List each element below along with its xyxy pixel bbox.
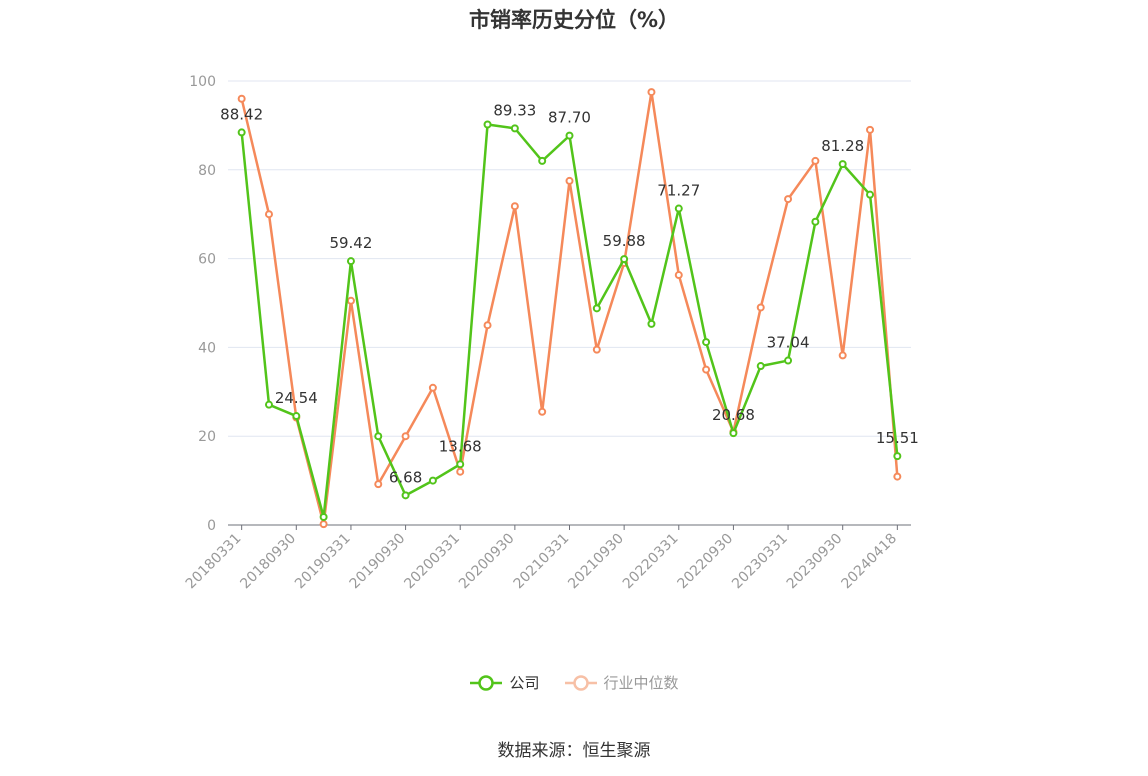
y-tick-label: 40: [198, 340, 216, 356]
data-point-company: [456, 460, 465, 469]
data-point-industry: [237, 94, 246, 103]
data-point-company: [538, 156, 547, 165]
x-tick-label: 20220930: [675, 531, 737, 593]
y-tick-label: 60: [198, 252, 216, 268]
data-point-industry: [866, 125, 875, 134]
data-label: 37.04: [767, 334, 810, 352]
data-point-industry: [483, 321, 492, 330]
y-tick-label: 80: [198, 163, 216, 179]
y-tick-label: 0: [207, 518, 216, 534]
data-point-industry: [702, 365, 711, 374]
data-point-industry: [428, 383, 437, 392]
data-point-company: [592, 304, 601, 313]
data-label: 24.54: [275, 389, 318, 407]
data-point-industry: [565, 176, 574, 185]
x-tick-label: 20200331: [401, 531, 463, 593]
data-point-industry: [538, 407, 547, 416]
x-tick-label: 20190930: [347, 531, 409, 593]
x-tick-label: 20200930: [456, 531, 518, 593]
data-label: 20.68: [712, 406, 755, 424]
data-point-industry: [510, 202, 519, 211]
data-point-company: [428, 476, 437, 485]
data-point-company: [483, 120, 492, 129]
data-label: 88.42: [220, 105, 263, 123]
data-point-company: [811, 217, 820, 226]
data-point-industry: [592, 345, 601, 354]
data-label: 59.88: [603, 232, 646, 250]
data-source: 数据来源：恒生聚源: [497, 741, 651, 761]
legend-company-icon: [470, 674, 503, 691]
data-point-industry: [893, 472, 902, 481]
data-label: 71.27: [657, 182, 700, 200]
data-point-company: [237, 128, 246, 137]
data-point-company: [374, 432, 383, 441]
data-point-company: [756, 362, 765, 371]
data-point-company: [319, 513, 328, 522]
x-tick-label: 20190331: [292, 531, 354, 593]
data-point-company: [702, 338, 711, 347]
data-point-industry: [811, 156, 820, 165]
data-point-industry: [346, 296, 355, 305]
data-point-industry: [838, 351, 847, 360]
data-point-company: [893, 452, 902, 461]
legend-item-company[interactable]: 公司: [469, 672, 540, 693]
data-point-industry: [319, 520, 328, 529]
data-label: 89.33: [493, 101, 536, 119]
data-point-company: [620, 255, 629, 264]
data-point-industry: [674, 271, 683, 280]
data-point-company: [292, 412, 301, 421]
x-tick-label: 20220331: [620, 531, 682, 593]
data-label: 15.51: [876, 429, 919, 447]
data-point-company: [838, 160, 847, 169]
chart-title: 市销率历史分位（%）: [468, 8, 680, 32]
data-point-company: [784, 356, 793, 365]
data-label: 81.28: [821, 137, 864, 155]
data-point-industry: [374, 480, 383, 489]
data-point-company: [647, 319, 656, 328]
x-tick-label: 20230930: [784, 531, 846, 593]
data-point-company: [510, 124, 519, 133]
legend-item-industry[interactable]: 行业中位数: [564, 672, 679, 693]
label-layer: 88.42 24.54 59.42 6.68 13.68 89.33 87.70 59.88 7…: [220, 101, 919, 486]
data-point-company: [401, 491, 410, 500]
data-point-industry: [456, 467, 465, 476]
x-tick-label: 20210930: [565, 531, 627, 593]
data-point-industry: [756, 303, 765, 312]
legend-label-industry: 行业中位数: [603, 674, 679, 692]
data-point-company: [866, 190, 875, 199]
legend: 公司 行业中位数: [0, 672, 1148, 693]
data-label: 87.70: [548, 109, 591, 127]
x-tick-label: 20180930: [237, 531, 299, 593]
legend-label-company: 公司: [509, 674, 540, 692]
data-label: 13.68: [439, 437, 482, 455]
data-label: 59.42: [329, 234, 372, 252]
x-tick-label: 20180331: [183, 531, 245, 593]
x-tick-label: 20230331: [729, 531, 791, 593]
data-point-industry: [401, 432, 410, 441]
y-tick-label: 100: [189, 74, 216, 90]
x-tick-label: 20240418: [838, 531, 900, 593]
data-label: 6.68: [389, 468, 422, 486]
y-tick-label: 20: [198, 429, 216, 445]
data-point-company: [264, 400, 273, 409]
data-point-company: [565, 131, 574, 140]
data-point-company: [729, 429, 738, 438]
data-point-industry: [784, 195, 793, 204]
data-point-company: [674, 204, 683, 213]
x-tick-label: 20210331: [511, 531, 573, 593]
data-point-industry: [264, 210, 273, 219]
data-point-industry: [647, 88, 656, 97]
series-layer: [237, 88, 902, 529]
legend-industry-icon: [564, 674, 597, 691]
data-point-company: [346, 257, 355, 266]
